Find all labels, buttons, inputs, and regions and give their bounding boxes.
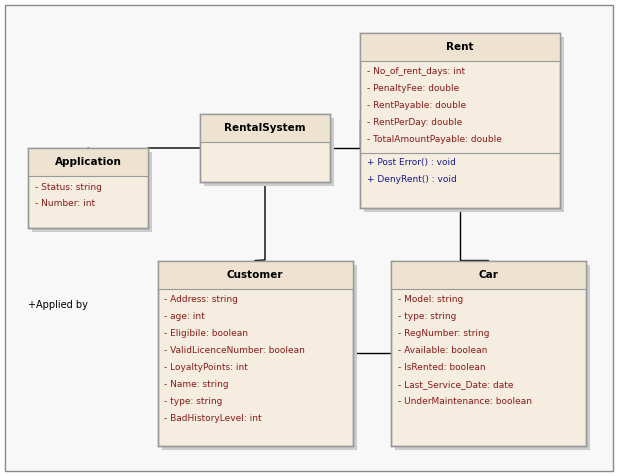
Text: - Status: string: - Status: string [35,182,102,191]
Text: - LoyaltyPoints: int: - LoyaltyPoints: int [164,363,248,372]
Text: - RentPerDay: double: - RentPerDay: double [367,118,462,127]
Text: Application: Application [54,157,122,167]
Text: - Address: string: - Address: string [164,295,239,304]
Bar [158,260,352,446]
Text: - PenaltyFee: double: - PenaltyFee: double [367,84,459,93]
Text: - ValidLicenceNumber: boolean: - ValidLicenceNumber: boolean [164,346,305,355]
Text: - Number: int: - Number: int [35,199,95,208]
Bar [360,32,560,60]
Text: - age: int: - age: int [164,312,205,321]
Text: - Name: string: - Name: string [164,380,229,389]
Bar [204,118,334,186]
Text: - RentPayable: double: - RentPayable: double [367,101,466,110]
Text: Rent: Rent [446,41,474,51]
Bar [364,37,564,211]
Text: + DenyRent() : void: + DenyRent() : void [367,175,457,184]
Text: - Model: string: - Model: string [397,295,463,304]
Text: Customer: Customer [227,269,283,279]
Bar [360,32,560,208]
Text: - IsRented: boolean: - IsRented: boolean [397,363,485,372]
Text: - type: string: - type: string [164,397,223,406]
Text: RentalSystem: RentalSystem [224,123,306,133]
Text: - UnderMaintenance: boolean: - UnderMaintenance: boolean [397,397,531,406]
Bar [28,148,148,176]
Text: - Eligibile: boolean: - Eligibile: boolean [164,329,248,338]
Bar [200,114,330,142]
Text: - TotalAmountPayable: double: - TotalAmountPayable: double [367,135,502,144]
Text: + Post Error() : void: + Post Error() : void [367,158,456,167]
Bar [158,260,352,288]
Text: - BadHistoryLevel: int: - BadHistoryLevel: int [164,414,262,423]
Bar [394,265,590,449]
Bar [391,260,585,288]
Bar [28,148,148,228]
Bar [391,260,585,446]
Text: - type: string: - type: string [397,312,456,321]
Text: Car: Car [478,269,498,279]
Text: - No_of_rent_days: int: - No_of_rent_days: int [367,67,465,76]
Text: +Applied by: +Applied by [28,300,88,310]
Text: - RegNumber: string: - RegNumber: string [397,329,489,338]
Text: - Available: boolean: - Available: boolean [397,346,487,355]
Bar [32,152,152,232]
Text: - Last_Service_Date: date: - Last_Service_Date: date [397,380,513,389]
Bar [161,265,357,449]
Bar [200,114,330,182]
